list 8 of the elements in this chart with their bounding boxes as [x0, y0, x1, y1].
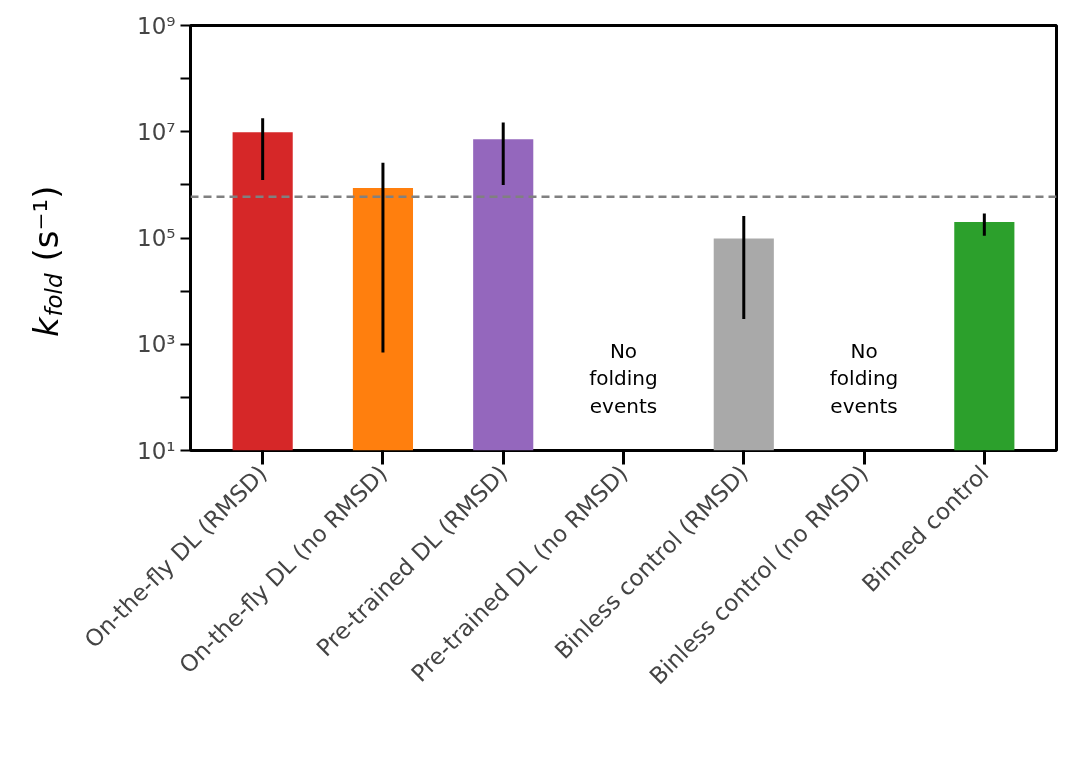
y-tick-label: 10⁵ [137, 225, 176, 251]
y-axis-title: kfold (s⁻¹) [25, 185, 67, 337]
y-tick-label: 10³ [137, 331, 176, 358]
annotation: No folding events [589, 338, 658, 418]
y-tick-label: 10⁷ [137, 118, 176, 145]
y-tick-label: 10¹ [137, 437, 176, 464]
y-tick-label: 10⁹ [137, 12, 176, 39]
annotation: No folding events [829, 338, 899, 418]
